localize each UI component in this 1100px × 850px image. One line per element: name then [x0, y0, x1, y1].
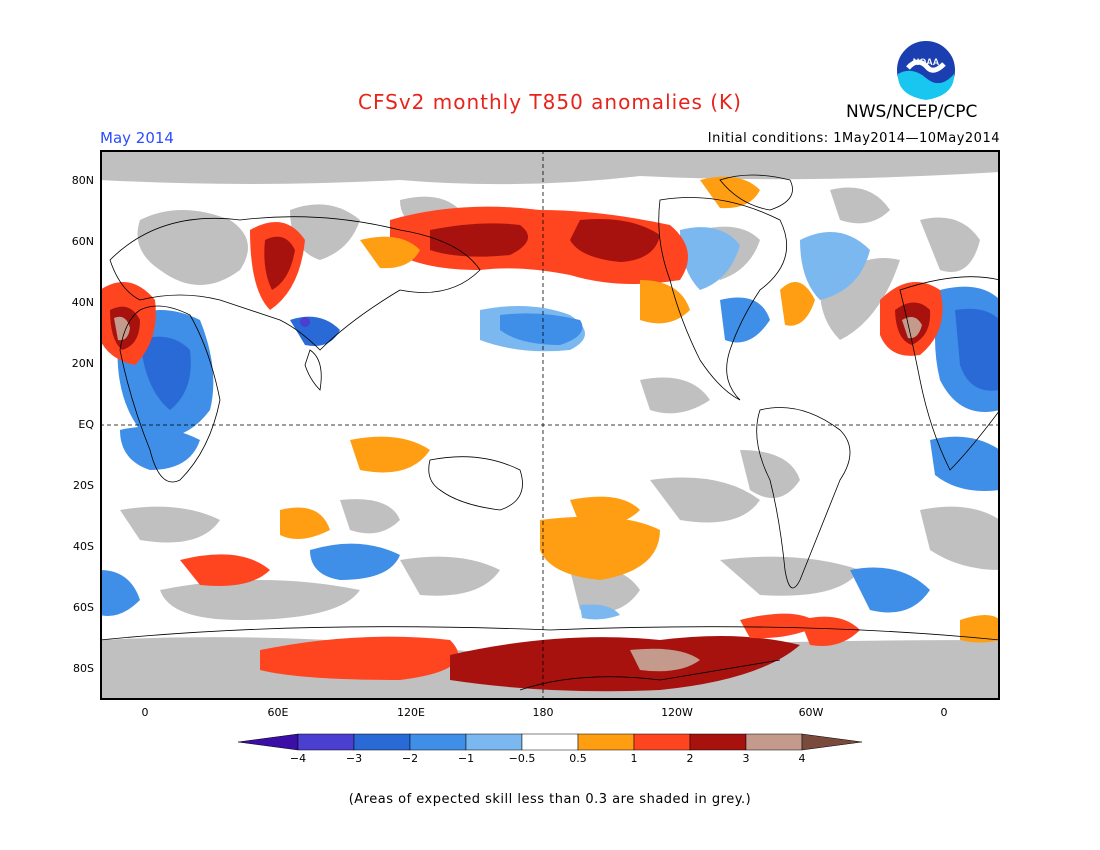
colorbar-label-neg3: −3: [345, 752, 363, 765]
colorbar-segment-5: [521, 733, 579, 751]
lat-label-40s: 40S: [73, 540, 94, 553]
colorbar-segment-9: [745, 733, 803, 751]
lat-label-eq: EQ: [78, 418, 94, 431]
lat-label-40n: 40N: [71, 296, 94, 309]
skill-footnote: (Areas of expected skill less than 0.3 a…: [348, 792, 752, 807]
negative-anomalies: [100, 227, 1000, 620]
agency-label: NWS/NCEP/CPC: [846, 102, 978, 122]
map-frame: [100, 150, 1000, 700]
colorbar: [238, 733, 862, 751]
positive-anomalies: [100, 176, 1000, 692]
map-title: CFSv2 monthly T850 anomalies (K): [358, 90, 742, 114]
colorbar-segment-7: [633, 733, 691, 751]
colorbar-arrow-low: [238, 733, 299, 751]
colorbar-segment-1: [297, 733, 355, 751]
colorbar-label-3: 3: [742, 752, 750, 765]
lat-label-20n: 20N: [71, 357, 94, 370]
colorbar-segment-2: [353, 733, 411, 751]
forecast-month: May 2014: [100, 129, 174, 147]
colorbar-label-neg05: −0.5: [508, 752, 536, 765]
colorbar-label-4: 4: [798, 752, 806, 765]
lat-label-20s: 20S: [73, 479, 94, 492]
colorbar-segment-8: [689, 733, 747, 751]
lon-label-180: 180: [532, 706, 554, 719]
anomaly-map: [100, 150, 1000, 700]
colorbar-label-1: 1: [630, 752, 638, 765]
colorbar-arrow-high: [801, 733, 862, 751]
colorbar-label-neg4: −4: [289, 752, 307, 765]
lat-label-60s: 60S: [73, 601, 94, 614]
colorbar-segment-4: [465, 733, 523, 751]
lat-label-80n: 80N: [71, 174, 94, 187]
coastlines: [100, 174, 1000, 691]
lon-label-120e: 120E: [397, 706, 425, 719]
lon-label-60w: 60W: [798, 706, 824, 719]
lat-label-60n: 60N: [71, 235, 94, 248]
colorbar-segment-6: [577, 733, 635, 751]
lat-label-80s: 80S: [73, 662, 94, 675]
lon-label-0-right: 0: [940, 706, 948, 719]
colorbar-segment-3: [409, 733, 467, 751]
colorbar-label-05: 0.5: [569, 752, 587, 765]
noaa-logo: NOAA: [895, 39, 957, 101]
colorbar-label-neg2: −2: [401, 752, 419, 765]
lon-label-60e: 60E: [267, 706, 289, 719]
colorbar-label-2: 2: [686, 752, 694, 765]
initial-conditions: Initial conditions: 1May2014—10May2014: [707, 131, 1000, 146]
lon-label-0: 0: [141, 706, 149, 719]
lon-label-120w: 120W: [661, 706, 693, 719]
colorbar-label-neg1: −1: [457, 752, 475, 765]
noaa-logo-text: NOAA: [913, 57, 940, 67]
